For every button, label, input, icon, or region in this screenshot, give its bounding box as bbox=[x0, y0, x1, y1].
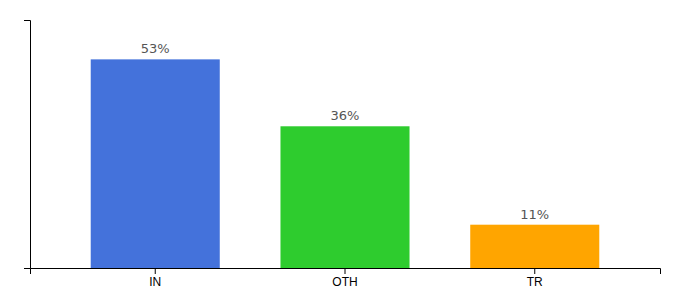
tick: OTH bbox=[332, 268, 357, 289]
axis-line bbox=[24, 21, 31, 269]
tick-label: OTH bbox=[332, 275, 357, 289]
bar bbox=[470, 225, 599, 268]
tick-label: TR bbox=[527, 275, 543, 289]
tick-mark bbox=[155, 268, 156, 274]
data-labels: 53% 36% 11% bbox=[141, 41, 549, 221]
tick: TR bbox=[527, 268, 543, 289]
tick-mark bbox=[534, 268, 535, 274]
data-label: 11% bbox=[520, 207, 549, 222]
axis-line bbox=[31, 269, 661, 275]
tick: IN bbox=[149, 268, 161, 289]
bars bbox=[91, 59, 600, 268]
chart: IN OTH TR 53% 36% 11% bbox=[0, 0, 680, 300]
y-axis bbox=[24, 21, 31, 269]
plot: IN OTH TR bbox=[24, 21, 661, 289]
tick-label: IN bbox=[149, 275, 161, 289]
x-axis: IN OTH TR bbox=[31, 268, 661, 289]
tick-mark bbox=[345, 268, 346, 274]
data-label: 36% bbox=[331, 108, 360, 123]
data-label: 53% bbox=[141, 41, 170, 56]
bar bbox=[91, 59, 220, 268]
bar bbox=[280, 126, 409, 268]
